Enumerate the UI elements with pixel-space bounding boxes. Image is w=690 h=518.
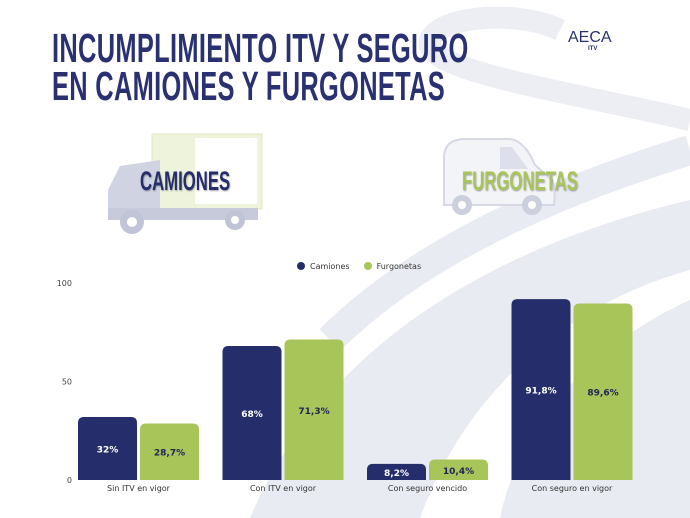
legend: Camiones Furgonetas	[297, 262, 421, 271]
x-tick-label: Con ITV en vigor	[250, 484, 317, 493]
x-tick-label: Con seguro en vigor	[532, 484, 613, 493]
bar-camiones	[78, 416, 137, 480]
y-tick-label: 50	[62, 378, 72, 387]
bar-furgonetas	[429, 459, 488, 480]
bar-furgonetas	[140, 423, 199, 480]
data-label: 28,7%	[154, 449, 185, 459]
legend-swatch	[297, 262, 305, 270]
title-line-1: INCUMPLIMIENTO ITV Y SEGURO	[52, 25, 469, 71]
data-label: 68%	[241, 410, 263, 420]
title-line-2: EN CAMIONES Y FURGONETAS	[52, 63, 446, 109]
furgonetas-label: FURGONETAS	[462, 166, 578, 196]
logo-text: AECA	[568, 29, 612, 46]
bar-camiones	[367, 463, 426, 480]
legend-item-camiones: Camiones	[297, 262, 350, 271]
bar-furgonetas	[284, 339, 344, 480]
bar-furgonetas	[573, 303, 633, 480]
y-tick-label: 100	[57, 279, 72, 288]
bar-camiones	[222, 346, 282, 480]
x-tick-label: Con seguro vencido	[388, 484, 467, 493]
truck-illustration	[108, 133, 263, 234]
logo-sub: ITV	[588, 46, 598, 52]
camiones-label: CAMIONES	[140, 166, 231, 196]
x-tick-label: Sin ITV en vigor	[107, 484, 171, 493]
aeca-logo: AECA ITV	[568, 29, 612, 52]
van-illustration	[443, 138, 556, 215]
data-label: 91,8%	[525, 387, 556, 397]
legend-item-furgonetas: Furgonetas	[363, 262, 422, 271]
y-tick-label: 0	[67, 476, 72, 485]
legend-swatch	[363, 262, 372, 270]
legend-label: Furgonetas	[376, 262, 422, 271]
legend-label: Camiones	[310, 262, 350, 271]
data-label: 8,2%	[384, 469, 409, 479]
bar-camiones	[511, 299, 571, 480]
data-label: 89,6%	[587, 389, 618, 399]
data-label: 71,3%	[298, 407, 329, 417]
data-label: 10,4%	[443, 467, 474, 477]
data-label: 32%	[97, 445, 119, 455]
